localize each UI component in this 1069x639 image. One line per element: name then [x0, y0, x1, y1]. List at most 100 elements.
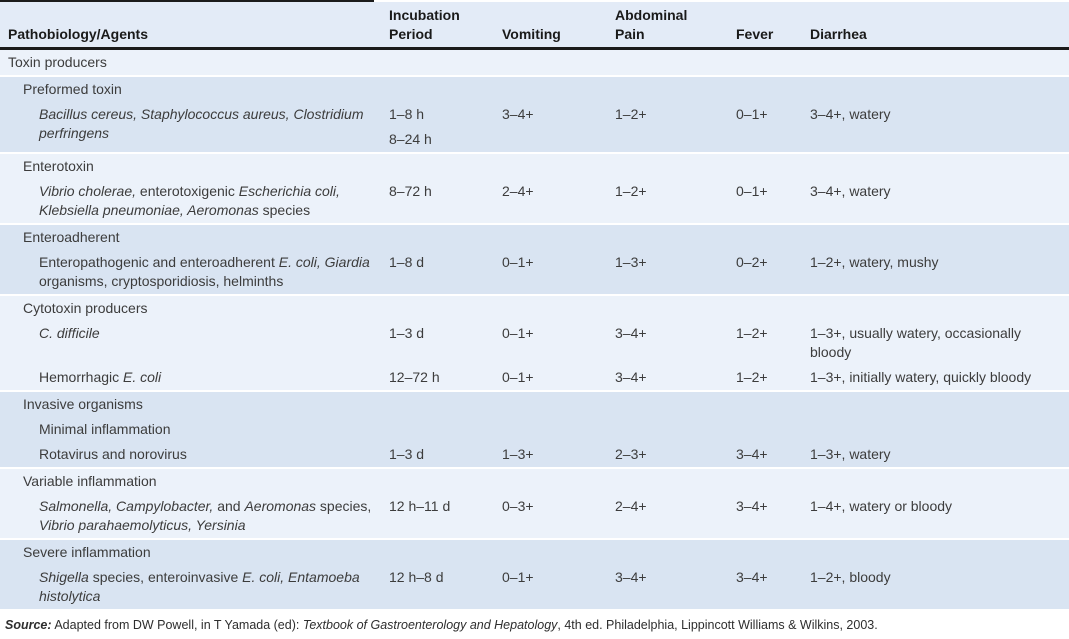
abdominal-pain-cell: 1–2+ — [615, 106, 647, 122]
incubation-cell: 1–3 d — [389, 446, 425, 462]
organism-name: Shigella — [39, 569, 89, 585]
agent-row: Salmonella, Campylobacter, and Aeromonas… — [0, 494, 1069, 538]
incubation-line: 8–24 h — [389, 131, 432, 147]
abdominal-pain-cell: 1–3+ — [615, 254, 647, 270]
organism-name: E. coli, — [278, 254, 321, 270]
fever-cell: 3–4+ — [736, 569, 768, 585]
text-segment: organisms, cryptosporidiosis, helminths — [39, 273, 284, 289]
vomiting-cell: 0–1+ — [502, 325, 534, 341]
fever-cell: 1–2+ — [736, 369, 768, 385]
vomiting-cell: 2–4+ — [502, 183, 534, 199]
group-heading-row: Cytotoxin producers — [0, 296, 1069, 321]
pathobiology-cell: Severe inflammation — [0, 543, 389, 562]
agent-row: Rotavirus and norovirus 1–3 d 1–3+ 2–3+ 3–4+… — [0, 442, 1069, 467]
diarrhea-cell: 1–3+, watery — [810, 446, 891, 462]
vomiting-cell: 1–3+ — [502, 446, 534, 462]
fever-cell: 0–1+ — [736, 106, 768, 122]
vomiting-cell: 0–1+ — [502, 569, 534, 585]
table-band: Cytotoxin producers C. difficile 1–3 d 0–1+… — [0, 296, 1069, 390]
agent-row: Enteropathogenic and enteroadherent E. c… — [0, 250, 1069, 294]
source-note: Source: Adapted from DW Powell, in T Yam… — [0, 609, 1069, 639]
organism-name: E. coli, Entamoeba histolytica — [39, 569, 360, 604]
text-segment: Enterotoxin — [23, 158, 94, 174]
pathobiology-cell: Preformed toxin — [0, 80, 389, 99]
fever-cell: 3–4+ — [736, 446, 768, 462]
pathobiology-cell: Rotavirus and norovirus — [0, 445, 389, 464]
text-segment: species — [258, 202, 311, 218]
agent-row: Shigella species, enteroinvasive E. coli… — [0, 565, 1069, 609]
diarrhea-cell: 1–3+, usually watery, occasionally blood… — [810, 325, 1022, 360]
text-segment: Rotavirus and norovirus — [39, 446, 187, 462]
table-band: Preformed toxin Bacillus cereus, Staphylo… — [0, 77, 1069, 152]
group-heading-row: Toxin producers — [0, 50, 1069, 75]
pathobiology-cell: Cytotoxin producers — [0, 299, 389, 318]
group-heading-row: Invasive organisms — [0, 392, 1069, 417]
vomiting-cell: 0–1+ — [502, 254, 534, 270]
abdominal-pain-cell: 3–4+ — [615, 369, 647, 385]
incubation-cell: 1–3 d — [389, 325, 425, 341]
text-segment: species, enteroinvasive — [88, 569, 243, 585]
agent-row: Bacillus cereus, Staphylococcus aureus, … — [0, 102, 1069, 152]
incubation-line: 1–8 h — [389, 106, 425, 122]
text-segment: Variable inflammation — [23, 473, 157, 489]
vomiting-cell: 0–3+ — [502, 498, 534, 514]
diarrhea-cell: 1–4+, watery or bloody — [810, 498, 953, 514]
table-band: Variable inflammation Salmonella, Campylo… — [0, 469, 1069, 538]
abdominal-pain-cell: 2–3+ — [615, 446, 647, 462]
text-segment: and — [213, 498, 245, 514]
diarrhea-cell: 1–3+, initially watery, quickly bloody — [810, 369, 1032, 385]
table-body: Toxin producers Preformed toxin Bacillus c… — [0, 50, 1069, 609]
organism-name: Aeromonas — [244, 498, 317, 514]
organism-name: Giardia — [324, 254, 370, 270]
vomiting-cell: 0–1+ — [502, 369, 534, 385]
table-band: Severe inflammation Shigella species, ent… — [0, 540, 1069, 609]
fever-cell: 1–2+ — [736, 325, 768, 341]
abdominal-pain-cell: 2–4+ — [615, 498, 647, 514]
pathobiology-cell: Vibrio cholerae, enterotoxigenic Escheri… — [0, 182, 389, 220]
incubation-cell: 1–8 h 8–24 h — [389, 105, 502, 149]
incubation-cell: 1–8 d — [389, 254, 425, 270]
group-heading-row: Minimal inflammation — [0, 417, 1069, 442]
incubation-cell: 12 h–8 d — [389, 569, 444, 585]
text-segment: Invasive organisms — [23, 396, 143, 412]
text-segment: Cytotoxin producers — [23, 300, 148, 316]
pathobiology-cell: Invasive organisms — [0, 395, 389, 414]
text-segment: species, — [316, 498, 372, 514]
group-heading-row: Preformed toxin — [0, 77, 1069, 102]
diarrhea-cell: 3–4+, watery — [810, 183, 891, 199]
incubation-cell: 8–72 h — [389, 183, 432, 199]
column-header-incubation-period: Incubation Period — [389, 7, 460, 42]
pathobiology-cell: C. difficile — [0, 324, 389, 343]
vomiting-cell: 3–4+ — [502, 106, 534, 122]
table-band: Toxin producers — [0, 50, 1069, 75]
agent-row: Vibrio cholerae, enterotoxigenic Escheri… — [0, 179, 1069, 223]
table-band: Enterotoxin Vibrio cholerae, enterotoxige… — [0, 154, 1069, 223]
organism-name: Klebsiella pneumoniae, Aeromonas — [39, 202, 259, 218]
source-segment: Textbook of Gastroenterology and Hepatol… — [302, 618, 558, 632]
incubation-cell: 12–72 h — [389, 369, 440, 385]
abdominal-pain-cell: 3–4+ — [615, 325, 647, 341]
organism-name: Salmonella, Campylobacter, — [39, 498, 214, 514]
table-band: Enteroadherent Enteropathogenic and enter… — [0, 225, 1069, 294]
text-segment: Enteropathogenic and enteroadherent — [39, 254, 279, 270]
organism-name: Bacillus cereus, Staphylococcus aureus, … — [39, 106, 364, 141]
source-segment: Adapted from DW Powell, in T Yamada (ed)… — [51, 618, 303, 632]
group-heading-row: Enteroadherent — [0, 225, 1069, 250]
text-segment: Preformed toxin — [23, 81, 122, 97]
pathobiology-cell: Enteroadherent — [0, 228, 389, 247]
group-heading-row: Variable inflammation — [0, 469, 1069, 494]
organism-name: E. coli — [123, 369, 162, 385]
text-segment: Toxin producers — [8, 54, 107, 70]
source-segment: Source: — [5, 618, 52, 632]
pathobiology-cell: Shigella species, enteroinvasive E. coli… — [0, 568, 389, 606]
column-header-abdominal-pain: Abdominal Pain — [615, 7, 688, 42]
pathobiology-cell: Variable inflammation — [0, 472, 389, 491]
pathobiology-cell: Toxin producers — [0, 53, 389, 72]
diarrhea-cell: 1–2+, watery, mushy — [810, 254, 939, 270]
organism-name: C. difficile — [39, 325, 100, 341]
table-header-row: Pathobiology/Agents Incubation Period Vo… — [0, 2, 1069, 47]
group-heading-row: Severe inflammation — [0, 540, 1069, 565]
pathobiology-cell: Hemorrhagic E. coli — [0, 368, 389, 387]
organism-name: Vibrio cholerae, — [39, 183, 137, 199]
